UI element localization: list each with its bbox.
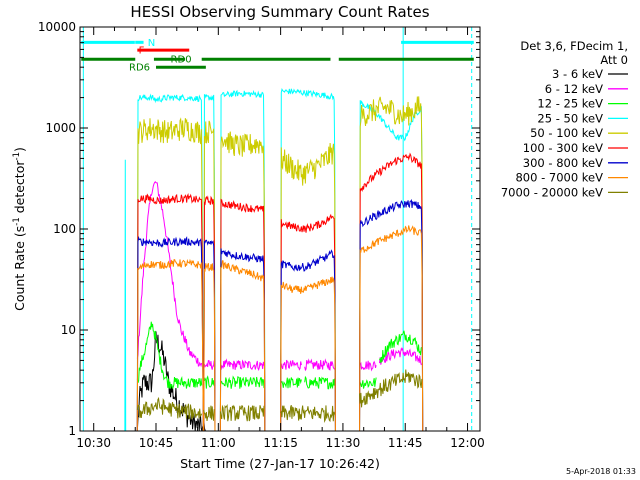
series-8-segment-1 [136,258,204,432]
series-4-segment-3 [203,94,216,432]
series-3 [136,321,423,390]
x-tick-label-7: 12:00 [450,436,485,450]
series-5-segment-1 [136,117,204,432]
series-3-segment-7 [379,330,423,364]
series-2-segment-4 [280,359,302,371]
series-6-segment-4 [280,213,336,432]
y-axis: 1 10 100 1000 10000 [38,20,480,438]
series-6-segment-5 [359,152,424,432]
series-4-segment-5 [280,87,336,432]
series-2 [136,180,423,372]
legend-label-4: 25 - 50 keV [537,111,603,125]
flag-n: N [81,38,474,49]
x-tick-label-4: 11:15 [263,436,298,450]
legend-label-9: 7000 - 20000 keV [501,185,603,199]
series-9-segment-4 [280,404,336,423]
series-9 [136,369,423,423]
flag-rd0: RD0 [81,55,474,66]
series-8-segment-2 [203,262,216,432]
series-2-segment-2 [203,360,215,370]
legend-label-2: 6 - 12 keV [545,82,603,96]
x-axis: 10:30 10:45 11:00 11:15 11:30 11:45 12:00 [76,27,485,450]
legend-header-line-1: Det 3,6, FDecim 1, [520,39,628,53]
footer-date: 5-Apr-2018 01:33 [566,467,636,476]
series-6-segment-2 [203,195,216,432]
flag-f: F [137,46,190,57]
series-5-segment-2 [203,120,216,432]
series-6 [136,152,424,432]
plot-area [82,27,473,432]
series-9-segment-5 [359,369,423,408]
series-3-segment-3 [219,375,265,389]
flag-rd0-label: RD0 [171,55,192,66]
legend-label-5: 50 - 100 keV [530,126,603,140]
series-8-segment-5 [359,225,424,432]
series-2-segment-6 [359,360,377,372]
y-tick-label-4: 1000 [45,121,76,135]
series-6-segment-1 [136,192,204,432]
series-7-segment-1 [136,235,204,432]
series-3-segment-2 [203,375,215,389]
series-7-segment-2 [203,239,216,432]
legend-label-1: 3 - 6 keV [552,67,603,81]
series-2-segment-5 [304,358,335,372]
series-4-segment-4 [219,89,266,432]
x-axis-label: Start Time (27-Jan-17 10:26:42) [180,456,380,471]
series-7 [136,198,424,432]
series-3-segment-4 [280,377,302,389]
legend-header-line-2: Att 0 [600,53,628,67]
series-1-segment-1 [136,331,207,432]
y-axis-label: Count Rate (s-1 detector-1) [12,147,27,311]
series-3-segment-5 [304,375,336,390]
legend-label-3: 12 - 25 keV [537,97,603,111]
series-7-segment-3 [219,248,266,432]
series-5-segment-3 [219,131,266,432]
flag-n-label: N [148,38,155,49]
series-4-segment-1 [124,159,127,432]
x-tick-label-1: 10:30 [76,436,111,450]
series-9-segment-1 [136,396,203,420]
series-3-segment-1 [136,321,203,390]
series-7-segment-4 [280,249,336,432]
chart-title: HESSI Observing Summary Count Rates [130,3,429,21]
y-tick-label-1: 1 [68,424,76,438]
series-2-segment-3 [219,358,265,372]
flag-rd6: RD6 [129,63,206,74]
legend-label-8: 800 - 7000 keV [515,171,603,185]
series-9-segment-2 [203,405,215,422]
x-tick-label-5: 11:30 [326,436,361,450]
flag-f-label: F [139,46,145,57]
series-3-segment-6 [359,377,377,389]
series-5-segment-5 [359,96,424,432]
x-tick-label-3: 11:00 [201,436,236,450]
series-5-segment-4 [280,142,336,432]
series-2-segment-7 [378,347,423,366]
series-8-segment-4 [280,276,336,432]
series-9-segment-3 [219,404,265,422]
series-5 [136,96,424,432]
series-7-segment-5 [359,198,424,432]
flag-rd6-label: RD6 [129,63,150,74]
series-4-segment-2 [136,93,204,432]
series-4 [124,87,424,432]
y-tick-label-2: 10 [61,323,76,337]
series-8-segment-3 [219,260,266,432]
x-tick-label-6: 11:45 [388,436,423,450]
series-6-segment-3 [219,198,266,432]
y-tick-label-5: 10000 [38,20,76,34]
legend-label-7: 300 - 800 keV [523,156,603,170]
y-tick-label-3: 100 [53,222,76,236]
instrument-flags: NF RD0 RD6 [81,38,474,74]
series-8 [136,225,424,432]
series-2-segment-1 [136,180,203,368]
legend-label-6: 100 - 300 keV [523,141,603,155]
x-tick-label-2: 10:45 [139,436,174,450]
